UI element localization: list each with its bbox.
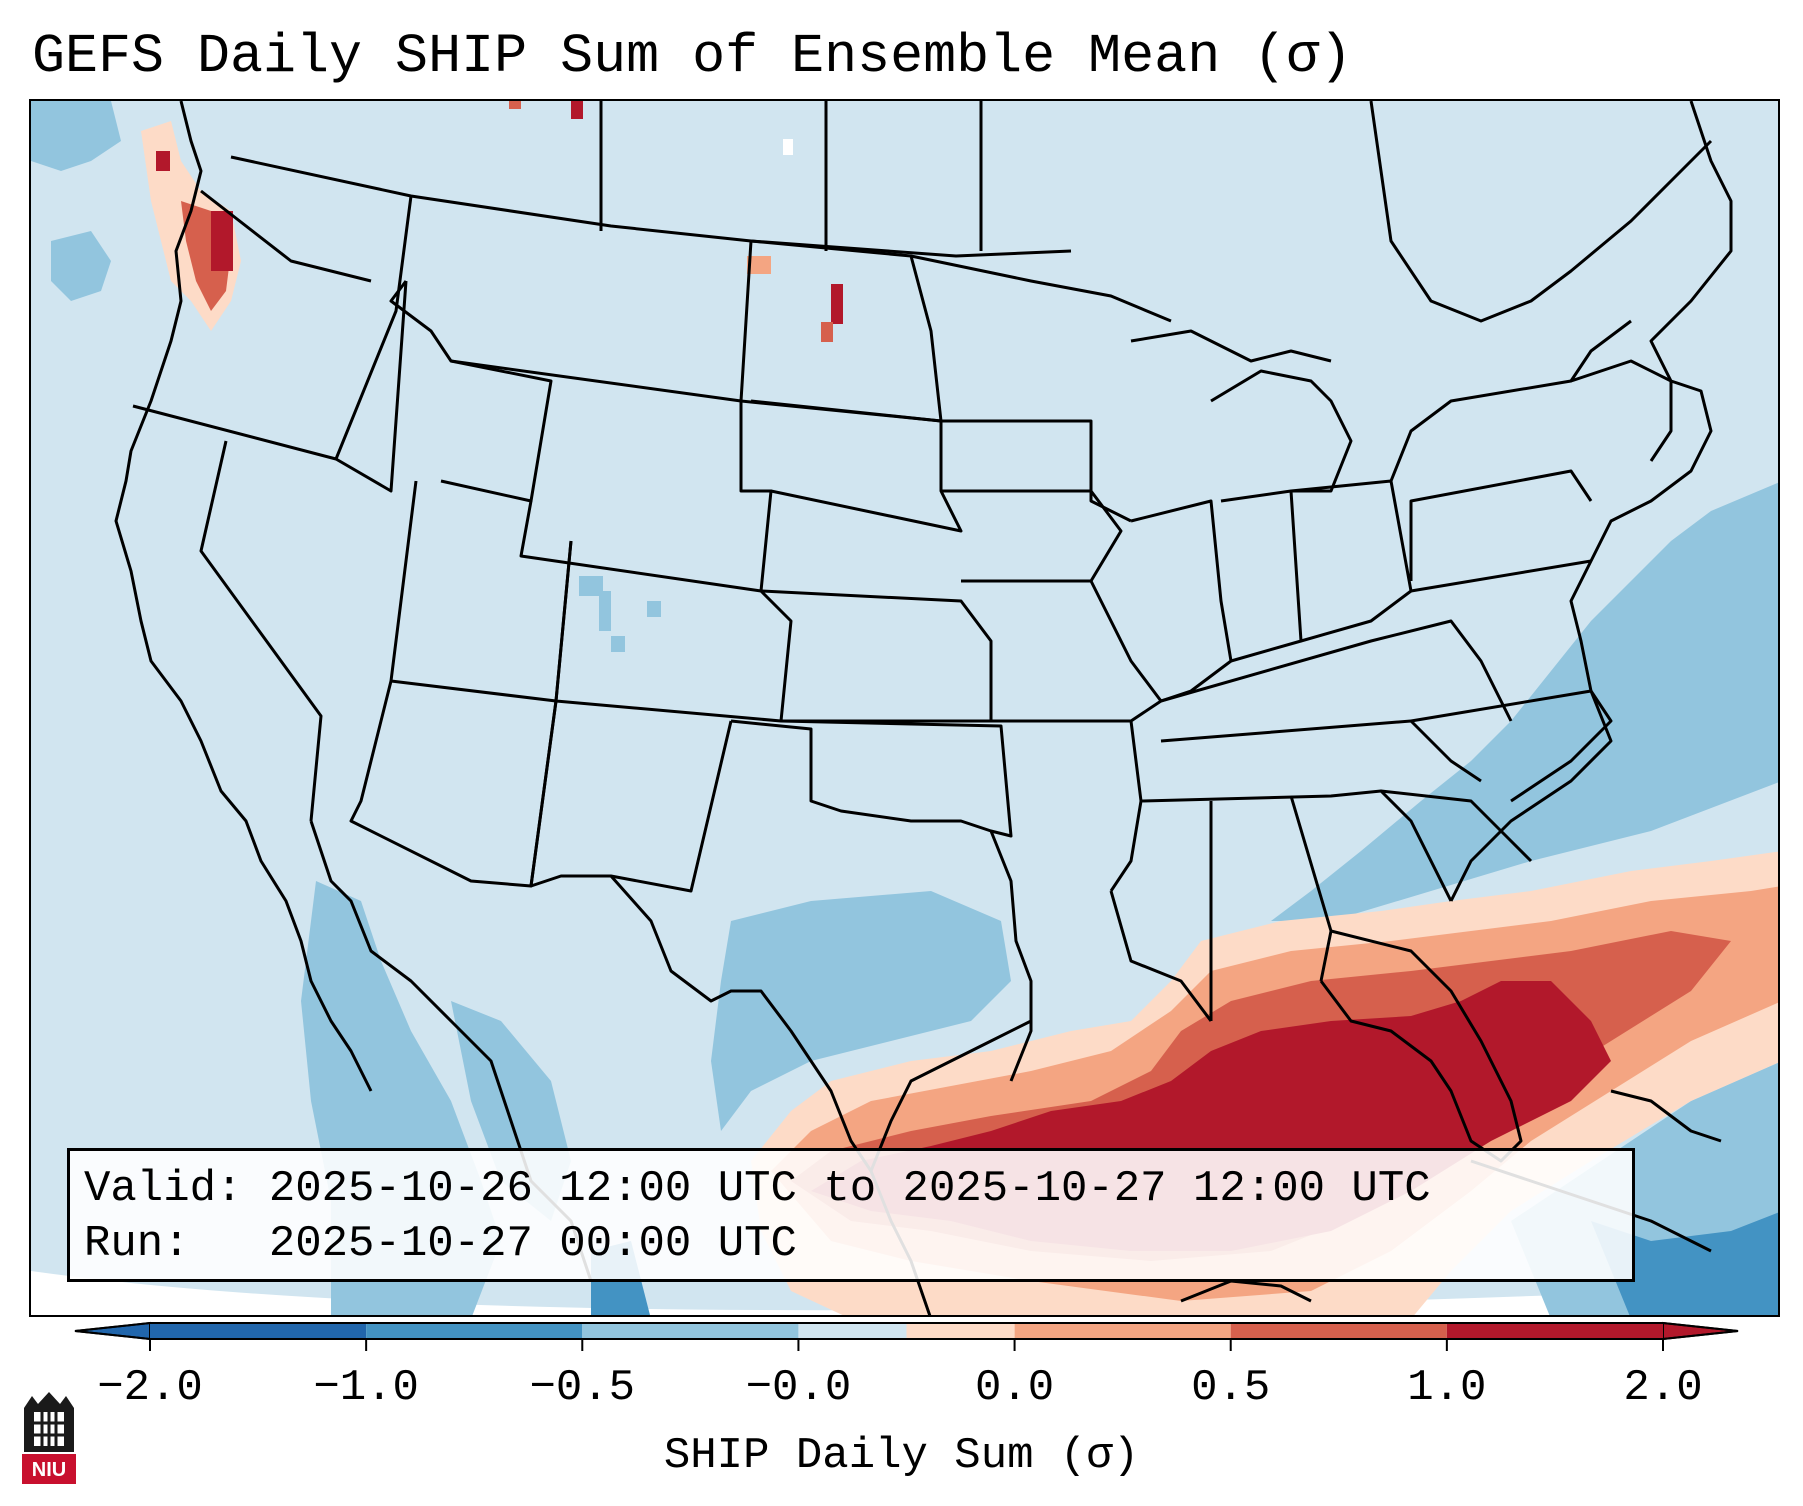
michigan-upper [1130, 329, 1332, 363]
colorbar-tick-label: −0.0 [745, 1363, 852, 1413]
canada-positive-speck [571, 101, 583, 119]
ny-canada [1389, 319, 1632, 482]
pa-border [1410, 559, 1592, 593]
ok-tx [730, 719, 1033, 1082]
ca-nv-border [199, 440, 323, 822]
colorbar-extend-low [74, 1321, 151, 1341]
ks-border [760, 589, 993, 723]
valid-run-info-box: Valid: 2025-10-26 12:00 UTC to 2025-10-2… [67, 1148, 1635, 1282]
sc-border [1380, 789, 1533, 863]
run-label: Run: [84, 1219, 190, 1269]
tn-border [1160, 719, 1482, 783]
michigan-lower [1210, 369, 1353, 493]
map-canvas [31, 101, 1778, 1315]
nm-border [529, 700, 733, 893]
colorbar-tick-label: −2.0 [97, 1363, 203, 1413]
canada-east [1369, 101, 1713, 323]
colorbar-tick-label: 0.5 [1191, 1363, 1271, 1413]
colorado-negative-speck-4 [611, 636, 625, 652]
nd-positive-speck-3 [821, 322, 833, 342]
wy-border [519, 401, 773, 593]
id-mt [335, 280, 408, 493]
niu-logo: NIU [22, 1392, 76, 1484]
nd-positive-speck-1 [747, 256, 771, 274]
pacific-negative-patch [51, 231, 111, 301]
boundaries [114, 101, 1733, 1315]
colorado-negative-speck-2 [599, 591, 611, 631]
colorbar-segment [798, 1323, 1015, 1339]
or-id-border [132, 195, 413, 461]
colorbar-tick-label: −1.0 [313, 1363, 419, 1413]
caribbean-strong-negative [1591, 1212, 1778, 1315]
pacific-nw-positive-peak [211, 211, 233, 271]
yucatan [1180, 1279, 1312, 1303]
canada-positive-speck-2 [509, 101, 521, 109]
logo-text: NIU [32, 1459, 66, 1481]
colorbar-segment [1014, 1323, 1231, 1339]
page-title: GEFS Daily SHIP Sum of Ensemble Mean (σ) [32, 25, 1353, 88]
valid-value: 2025-10-26 12:00 UTC to 2025-10-27 12:00… [268, 1164, 1431, 1214]
mt-border [389, 240, 753, 403]
la-border [1109, 890, 1213, 1022]
in-border [1220, 489, 1303, 663]
colorbar-tick-label: −0.5 [529, 1363, 636, 1413]
colorbar-segment [582, 1323, 799, 1339]
colorbar-tick-label: 1.0 [1407, 1363, 1487, 1413]
ok-border [780, 719, 1013, 838]
bahamas [1610, 1089, 1722, 1143]
valid-label: Valid: [84, 1164, 243, 1214]
mn-ia [941, 419, 1132, 523]
colorbar-segment [1230, 1323, 1447, 1339]
colorbar-label: SHIP Daily Sum (σ) [663, 1431, 1140, 1481]
colorbar-segment [150, 1323, 367, 1339]
pacific-nw-speck [156, 151, 170, 171]
run-value: 2025-10-27 00:00 UTC [268, 1219, 797, 1269]
colorbar-tick-label: 2.0 [1623, 1363, 1703, 1413]
east-coastline [1449, 101, 1733, 902]
colorado-negative-speck-3 [647, 601, 661, 617]
atlantic-negative-region [1271, 482, 1778, 921]
colorbar-segment [906, 1323, 1015, 1339]
new-england [1570, 359, 1673, 462]
texas-negative-region [711, 891, 1011, 1131]
ny-pa [1409, 469, 1593, 581]
nd-positive-speck-2 [831, 284, 843, 324]
wa-or-border [200, 189, 372, 283]
colorbar-tick-label: 0.0 [974, 1363, 1055, 1413]
colorbar-segment [366, 1323, 583, 1339]
pacific-negative-region [31, 101, 121, 171]
colorbar-segment [1446, 1323, 1663, 1339]
nc-border [1410, 689, 1613, 803]
colorado-negative-speck-1 [579, 576, 603, 596]
mn-lake [910, 254, 1172, 323]
map-panel [29, 99, 1780, 1317]
canada-border [230, 155, 1072, 258]
tx-mexico [609, 875, 873, 1172]
colorbar-extend-high [1662, 1321, 1739, 1341]
tx-gulf [869, 1019, 1032, 1172]
white-speck [783, 139, 793, 155]
west-coastline [114, 101, 373, 1092]
wy-region [440, 359, 553, 503]
colorbar-outline [74, 1322, 1739, 1340]
ky-border [1160, 619, 1513, 722]
